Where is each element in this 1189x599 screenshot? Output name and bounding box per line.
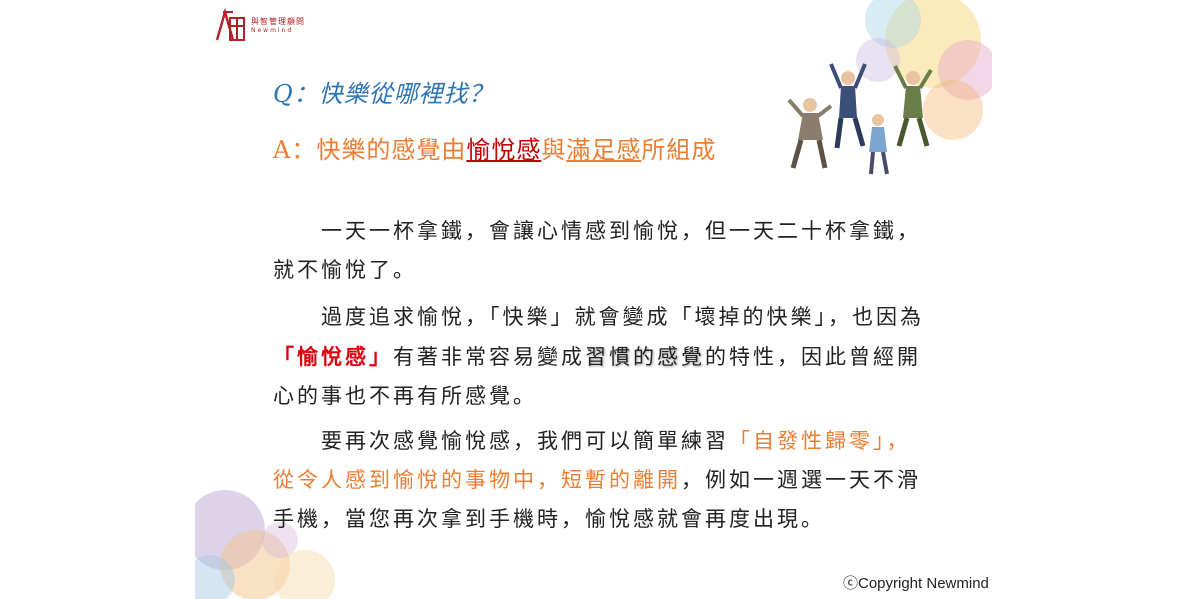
paragraph-2-emphasis: 習慣的感覺 (585, 345, 705, 369)
paragraph-3-highlight: 「自發性歸零」，從令人感到愉悅的事物中，短暫的離開 (273, 429, 911, 492)
watercolor-splash-decoration (195, 490, 335, 599)
answer-prefix: A：快樂的感覺由 (273, 136, 467, 164)
answer-heading: A：快樂的感覺由愉悅感與滿足感所組成 (273, 130, 716, 165)
question-heading: Q：快樂從哪裡找？ (273, 80, 494, 108)
answer-mid: 與 (541, 136, 567, 164)
paragraph-1: 一天一杯拿鐵，會讓心情感到愉悅，但一天二十杯拿鐵，就不愉悅了。 (273, 212, 933, 290)
answer-suffix: 所組成 (641, 136, 717, 164)
logo-name-en: Newmind (251, 27, 294, 34)
answer-term-satisfaction: 滿足感 (566, 136, 642, 164)
paragraph-3-part2: ，例如一週選一天不滑手機，當您再次拿到手機時，愉悅感就會再度出現。 (273, 468, 921, 531)
paragraph-2-highlight: 「愉悅感」 (273, 344, 393, 369)
brand-logo: 與智管理顧問 Newmind (213, 6, 305, 44)
paragraph-1-text: 一天一杯拿鐵，會讓心情感到愉悅，但一天二十杯拿鐵，就不愉悅了。 (273, 219, 921, 282)
paragraph-2: 過度追求愉悅，「快樂」就會變成「壞掉的快樂」，也因為「愉悅感」有著非常容易變成習… (273, 298, 933, 416)
logo-name-cn: 與智管理顧問 (251, 17, 305, 26)
paragraph-2-part2: 有著非常容易變成 (393, 345, 585, 369)
answer-term-pleasure: 愉悅感 (466, 136, 542, 164)
paragraph-3: 要再次感覺愉悅感，我們可以簡單練習「自發性歸零」，從令人感到愉悅的事物中，短暫的… (273, 422, 933, 539)
paragraph-2-part1: 過度追求愉悅，「快樂」就會變成「壞掉的快樂」，也因為 (321, 305, 924, 329)
jumping-people-illustration (787, 0, 992, 175)
paragraph-3-part1: 要再次感覺愉悅感，我們可以簡單練習 (321, 429, 729, 453)
copyright-notice: ⓒCopyright Newmind (843, 575, 989, 592)
newmind-logo-icon (215, 7, 245, 41)
paragraph-2-part3: 的特性，因此曾經開心的事也不再有所感覺。 (273, 345, 921, 408)
slide: 與智管理顧問 Newmind (195, 0, 992, 599)
